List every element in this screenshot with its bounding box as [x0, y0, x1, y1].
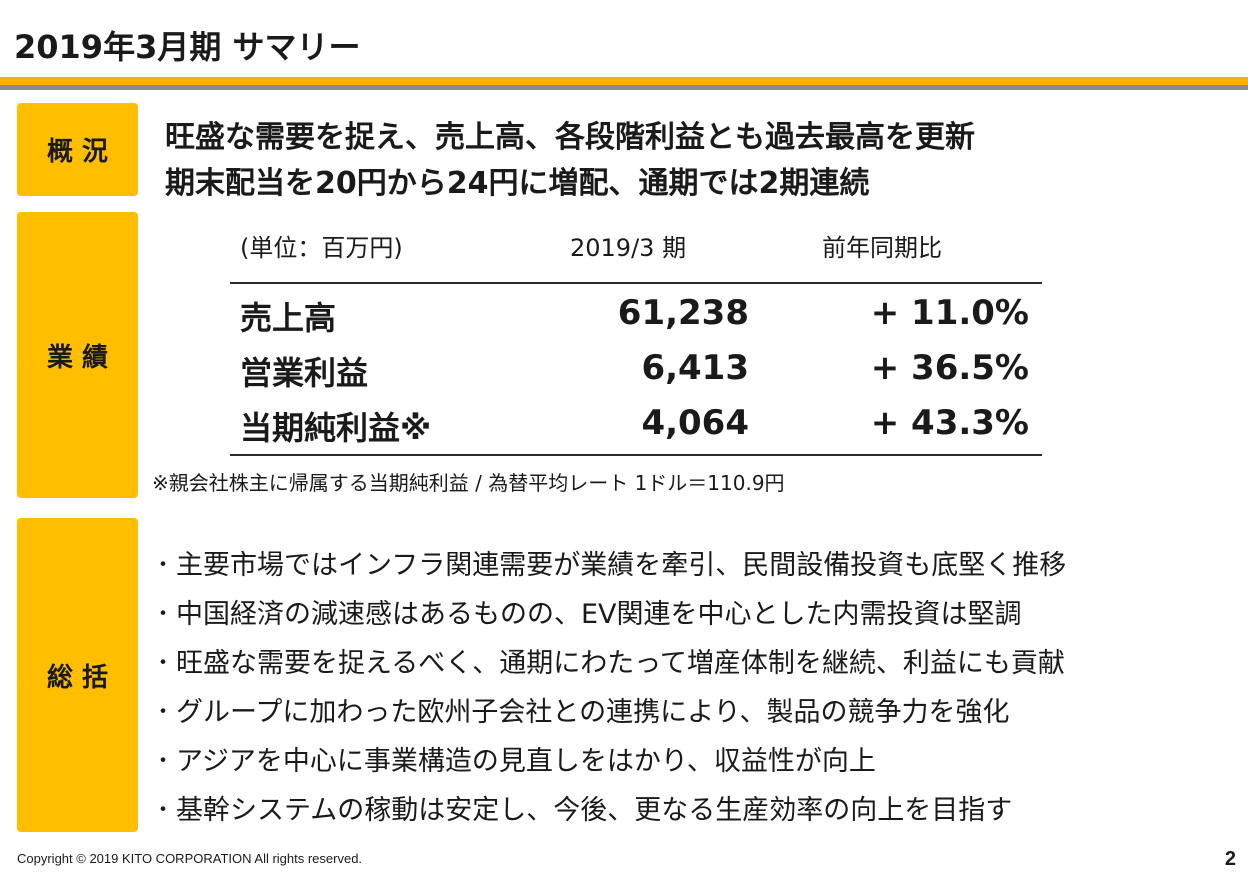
bullet-text: グループに加わった欧州子会社との連携により、製品の競争力を強化: [176, 697, 1010, 728]
title-rule-gold: [0, 77, 1248, 85]
summary-bullet-list: ・主要市場ではインフラ関連需要が業績を牽引、民間設備投資も底堅く推移 ・中国経済…: [152, 538, 1066, 832]
table-row: 営業利益 6,413 + 36.5%: [0, 348, 1248, 398]
title-rule-gray: [0, 85, 1248, 90]
bullet-glyph: ・: [152, 699, 175, 725]
row-value: 4,064: [641, 403, 749, 443]
row-change: + 43.3%: [870, 403, 1029, 443]
list-item: ・基幹システムの稼動は安定し、今後、更なる生産効率の向上を目指す: [152, 783, 1066, 832]
table-header-period: 2019/3 期: [570, 234, 687, 262]
list-item: ・アジアを中心に事業構造の見直しをはかり、収益性が向上: [152, 734, 1066, 783]
overview-headline-1: 旺盛な需要を捉え、売上高、各段階利益とも過去最高を更新: [165, 120, 975, 155]
table-row: 売上高 61,238 + 11.0%: [0, 293, 1248, 343]
bullet-text: 基幹システムの稼動は安定し、今後、更なる生産効率の向上を目指す: [176, 795, 1013, 826]
bullet-text: 中国経済の減速感はあるものの、EV関連を中心とした内需投資は堅調: [176, 599, 1022, 630]
section-label-overview: 概 況: [17, 103, 138, 196]
bullet-glyph: ・: [152, 601, 175, 627]
list-item: ・主要市場ではインフラ関連需要が業績を牽引、民間設備投資も底堅く推移: [152, 538, 1066, 587]
results-footnote: ※親会社株主に帰属する当期純利益 / 為替平均レート 1ドル＝110.9円: [152, 471, 785, 495]
bullet-glyph: ・: [152, 552, 175, 578]
row-change: + 11.0%: [870, 293, 1029, 333]
row-value: 6,413: [641, 348, 749, 388]
bullet-glyph: ・: [152, 797, 175, 823]
list-item: ・中国経済の減速感はあるものの、EV関連を中心とした内需投資は堅調: [152, 587, 1066, 636]
table-row: 当期純利益※ 4,064 + 43.3%: [0, 403, 1248, 453]
bullet-glyph: ・: [152, 748, 175, 774]
table-header-yoy: 前年同期比: [822, 234, 942, 262]
bullet-text: 主要市場ではインフラ関連需要が業績を牽引、民間設備投資も底堅く推移: [176, 550, 1067, 581]
row-value: 61,238: [617, 293, 749, 333]
table-rule-bottom: [230, 454, 1042, 456]
row-name: 営業利益: [240, 354, 369, 392]
list-item: ・旺盛な需要を捉えるべく、通期にわたって増産体制を継続、利益にも貢献: [152, 636, 1066, 685]
bullet-glyph: ・: [152, 650, 175, 676]
table-header-unit: (単位：百万円): [240, 234, 403, 262]
bullet-text: アジアを中心に事業構造の見直しをはかり、収益性が向上: [176, 746, 876, 777]
overview-headline-2: 期末配当を20円から24円に増配、通期では2期連続: [165, 166, 870, 201]
section-label-results: 業 績: [17, 212, 138, 498]
table-rule-top: [230, 282, 1042, 284]
copyright-notice: Copyright © 2019 KITO CORPORATION All ri…: [17, 851, 363, 866]
bullet-text: 旺盛な需要を捉えるべく、通期にわたって増産体制を継続、利益にも貢献: [176, 648, 1065, 679]
list-item: ・グループに加わった欧州子会社との連携により、製品の競争力を強化: [152, 685, 1066, 734]
row-name: 当期純利益※: [240, 409, 432, 447]
row-name: 売上高: [240, 299, 337, 337]
page-number: 2: [1224, 848, 1236, 870]
row-change: + 36.5%: [870, 348, 1029, 388]
section-label-summary: 総 括: [17, 518, 138, 832]
page-title: 2019年3月期 サマリー: [14, 28, 361, 66]
